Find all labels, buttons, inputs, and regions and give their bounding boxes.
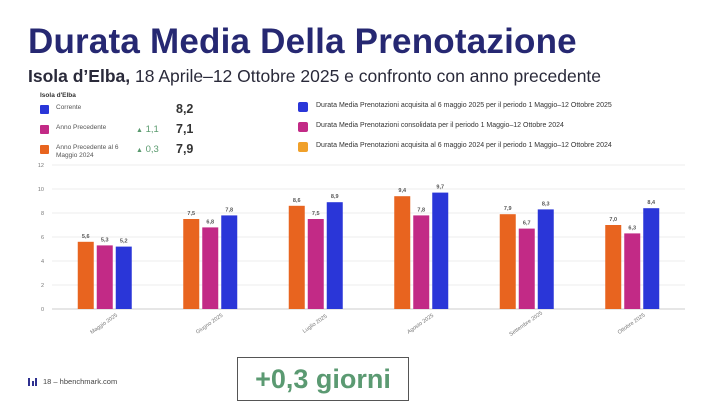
summary-label: Anno Precedente al 6 Maggio 2024	[56, 144, 119, 159]
summary-swatch-current	[40, 105, 49, 114]
footer: 18 – hbenchmark.com	[28, 377, 117, 386]
hbenchmark-logo-icon	[28, 377, 37, 386]
x-tick-label: Agosto 2025	[406, 313, 435, 336]
x-tick-label: Luglio 2025	[302, 314, 329, 335]
summary-panel: Isola d'Elba Corrente 8,2 Anno Precedent…	[40, 92, 200, 163]
legend-text: Durata Media Prenotazioni acquisita al 6…	[316, 142, 612, 149]
bar	[499, 214, 516, 309]
bar	[537, 209, 554, 309]
data-label: 8,9	[331, 194, 339, 200]
summary-delta-value: 1,1	[145, 124, 159, 135]
x-tick-label: Giugno 2025	[195, 313, 224, 336]
data-label: 7,0	[609, 217, 617, 223]
bar	[394, 196, 411, 309]
summary-row-previous-year-at-date: Anno Precedente al 6 Maggio 2024 ▲ 0,3 7…	[40, 142, 200, 160]
data-label: 8,3	[542, 201, 550, 207]
triangle-up-icon: ▲	[136, 127, 143, 134]
data-label: 7,5	[312, 211, 320, 217]
y-tick-label: 0	[41, 307, 44, 313]
summary-delta: ▲ 1,1	[136, 124, 159, 135]
subtitle-period: 18 Aprile–12 Ottobre 2025 e confronto co…	[130, 66, 602, 86]
subtitle-location: Isola d’Elba,	[28, 66, 131, 86]
bar	[288, 205, 305, 309]
x-tick-label: Ottobre 2025	[617, 313, 647, 336]
bar	[221, 215, 238, 309]
footer-text: 18 – hbenchmark.com	[43, 377, 118, 386]
data-label: 6,8	[206, 219, 214, 225]
bar	[96, 245, 113, 309]
page-title: Durata Media Della Prenotazione	[28, 22, 577, 61]
data-label: 8,4	[647, 200, 656, 206]
y-tick-label: 2	[41, 283, 44, 289]
summary-value: 8,2	[176, 102, 194, 116]
bar	[307, 219, 324, 309]
x-tick-label: Maggio 2025	[89, 313, 119, 336]
data-label: 5,6	[82, 234, 90, 240]
y-tick-label: 12	[38, 163, 44, 169]
bar	[518, 228, 535, 309]
bar	[183, 219, 200, 309]
bar	[413, 215, 430, 309]
triangle-up-icon: ▲	[136, 147, 143, 154]
summary-delta: ▲ 0,3	[136, 144, 159, 155]
y-tick-label: 4	[41, 259, 44, 265]
summary-label: Anno Precedente	[56, 124, 107, 131]
summary-swatch-previous-year	[40, 125, 49, 134]
summary-row-previous-year: Anno Precedente ▲ 1,1 7,1	[40, 122, 200, 140]
bar	[605, 225, 622, 309]
data-label: 9,4	[398, 188, 407, 194]
data-label: 8,6	[293, 198, 301, 204]
legend-text: Durata Media Prenotazioni acquisita al 6…	[316, 102, 612, 109]
summary-label: Corrente	[56, 104, 82, 111]
data-label: 7,8	[417, 207, 425, 213]
bar	[115, 246, 132, 309]
y-tick-label: 10	[38, 187, 44, 193]
summary-row-current: Corrente 8,2	[40, 102, 200, 120]
legend-swatch	[298, 142, 308, 152]
summary-region: Isola d'Elba	[40, 92, 76, 99]
y-tick-label: 6	[41, 235, 44, 241]
data-label: 5,2	[120, 239, 128, 245]
data-label: 5,3	[101, 237, 109, 243]
summary-value: 7,9	[176, 142, 194, 156]
bar	[624, 233, 641, 309]
data-label: 9,7	[436, 185, 444, 191]
page-subtitle: Isola d’Elba, 18 Aprile–12 Ottobre 2025 …	[28, 66, 601, 87]
summary-value: 7,1	[176, 122, 194, 136]
x-tick-label: Settembre 2025	[508, 310, 544, 337]
summary-swatch-previous-year-at-date	[40, 145, 49, 154]
bar	[202, 227, 219, 309]
data-label: 6,3	[628, 225, 636, 231]
bar	[77, 241, 94, 309]
bar	[432, 192, 449, 309]
delta-callout: +0,3 giorni	[237, 357, 409, 401]
data-label: 6,7	[523, 221, 531, 227]
legend-swatch	[298, 122, 308, 132]
bar	[326, 202, 343, 309]
data-label: 7,5	[187, 211, 195, 217]
legend-text: Durata Media Prenotazioni consolidata pe…	[316, 122, 564, 129]
data-label: 7,9	[504, 206, 512, 212]
bar	[643, 208, 660, 309]
legend-swatch	[298, 102, 308, 112]
y-tick-label: 8	[41, 211, 44, 217]
summary-delta-value: 0,3	[145, 144, 159, 155]
data-label: 7,8	[225, 207, 233, 213]
